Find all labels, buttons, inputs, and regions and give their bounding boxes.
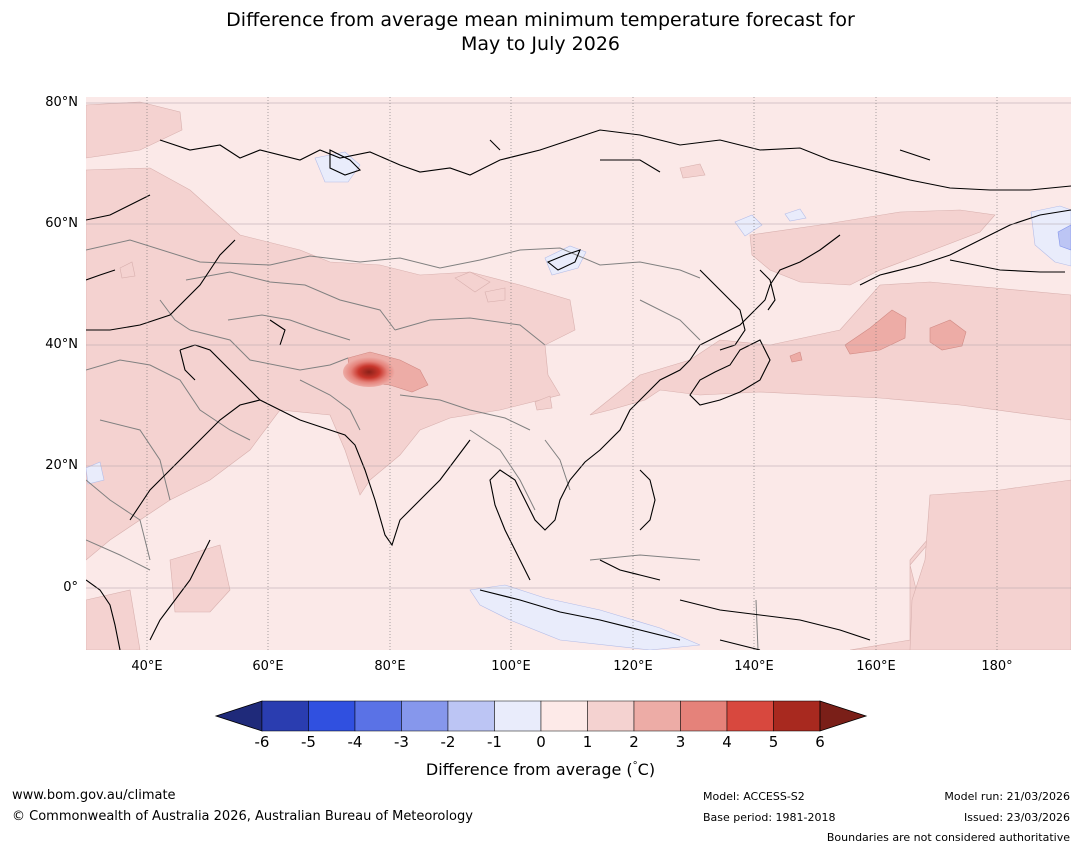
lat-label-60n: 60°N <box>45 216 78 231</box>
lat-label-40n: 40°N <box>45 337 78 352</box>
title-line-1: Difference from average mean minimum tem… <box>226 9 855 31</box>
colorbar <box>214 700 868 732</box>
copyright-text: © Commonwealth of Australia 2026, Austra… <box>12 809 473 824</box>
coastlines <box>86 129 1071 650</box>
cb-tick: -3 <box>394 733 409 751</box>
latitude-gridlines <box>86 102 1071 589</box>
longitude-gridlines <box>146 97 998 650</box>
colorbar-cell <box>587 700 635 732</box>
lat-label-20n: 20°N <box>45 458 78 473</box>
anomaly-minus-2-to-1 <box>1057 224 1071 251</box>
cb-tick: 1 <box>582 733 593 751</box>
colorbar-cell <box>401 700 449 732</box>
cb-tick: -5 <box>301 733 316 751</box>
lon-label-60e: 60°E <box>252 659 284 674</box>
colorbar-cell <box>261 700 309 732</box>
issued-text: Issued: 23/03/2026 <box>963 811 1070 824</box>
lon-label-120e: 120°E <box>613 659 653 674</box>
colorbar-cell <box>773 700 821 732</box>
colorbar-cell <box>308 700 356 732</box>
lon-label-100e: 100°E <box>491 659 531 674</box>
colorbar-label: Difference from average (°C) <box>0 760 1081 779</box>
colorbar-arrow-high <box>819 700 868 732</box>
colorbar-cell <box>447 700 495 732</box>
colorbar-label-degree: ° <box>632 760 638 772</box>
lon-label-140e: 140°E <box>734 659 774 674</box>
cb-tick: -2 <box>440 733 456 751</box>
colorbar-cell <box>354 700 402 732</box>
colorbar-cell <box>680 700 728 732</box>
chart-title: Difference from average mean minimum tem… <box>0 8 1081 56</box>
colorbar-cell <box>540 700 588 732</box>
country-boundaries <box>86 239 759 650</box>
website-link[interactable]: www.bom.gov.au/climate <box>12 788 176 803</box>
colorbar-cell <box>726 700 774 732</box>
colorbar-cell <box>633 700 681 732</box>
cb-tick: -6 <box>254 733 270 751</box>
model-run-text: Model run: 21/03/2026 <box>944 790 1070 803</box>
lon-label-80e: 80°E <box>374 659 406 674</box>
cb-tick: 0 <box>536 733 546 751</box>
cb-tick: 2 <box>629 733 639 751</box>
cb-tick: 5 <box>768 733 779 751</box>
map-field <box>86 97 1071 650</box>
lat-label-0: 0° <box>63 580 78 595</box>
colorbar-cells <box>214 700 868 732</box>
colorbar-label-prefix: Difference from average ( <box>425 760 633 779</box>
cb-tick: 6 <box>815 733 825 751</box>
lon-label-180: 180° <box>981 659 1013 674</box>
base-period-text: Base period: 1981-2018 <box>703 811 836 824</box>
lon-label-160e: 160°E <box>856 659 896 674</box>
colorbar-arrow-low <box>214 700 263 732</box>
forecast-map <box>86 97 1071 650</box>
cb-tick: -1 <box>487 733 502 751</box>
lon-label-40e: 40°E <box>131 659 163 674</box>
cb-tick: -4 <box>347 733 363 751</box>
hotspot-anomaly <box>343 357 395 387</box>
lat-label-80n: 80°N <box>45 95 78 110</box>
colorbar-cell <box>494 700 542 732</box>
cb-tick: 4 <box>722 733 732 751</box>
colorbar-label-suffix: C) <box>637 760 656 779</box>
model-text: Model: ACCESS-S2 <box>703 790 805 803</box>
cb-tick: 3 <box>675 733 686 751</box>
title-line-2: May to July 2026 <box>461 33 620 55</box>
boundaries-note: Boundaries are not considered authoritat… <box>826 831 1070 844</box>
